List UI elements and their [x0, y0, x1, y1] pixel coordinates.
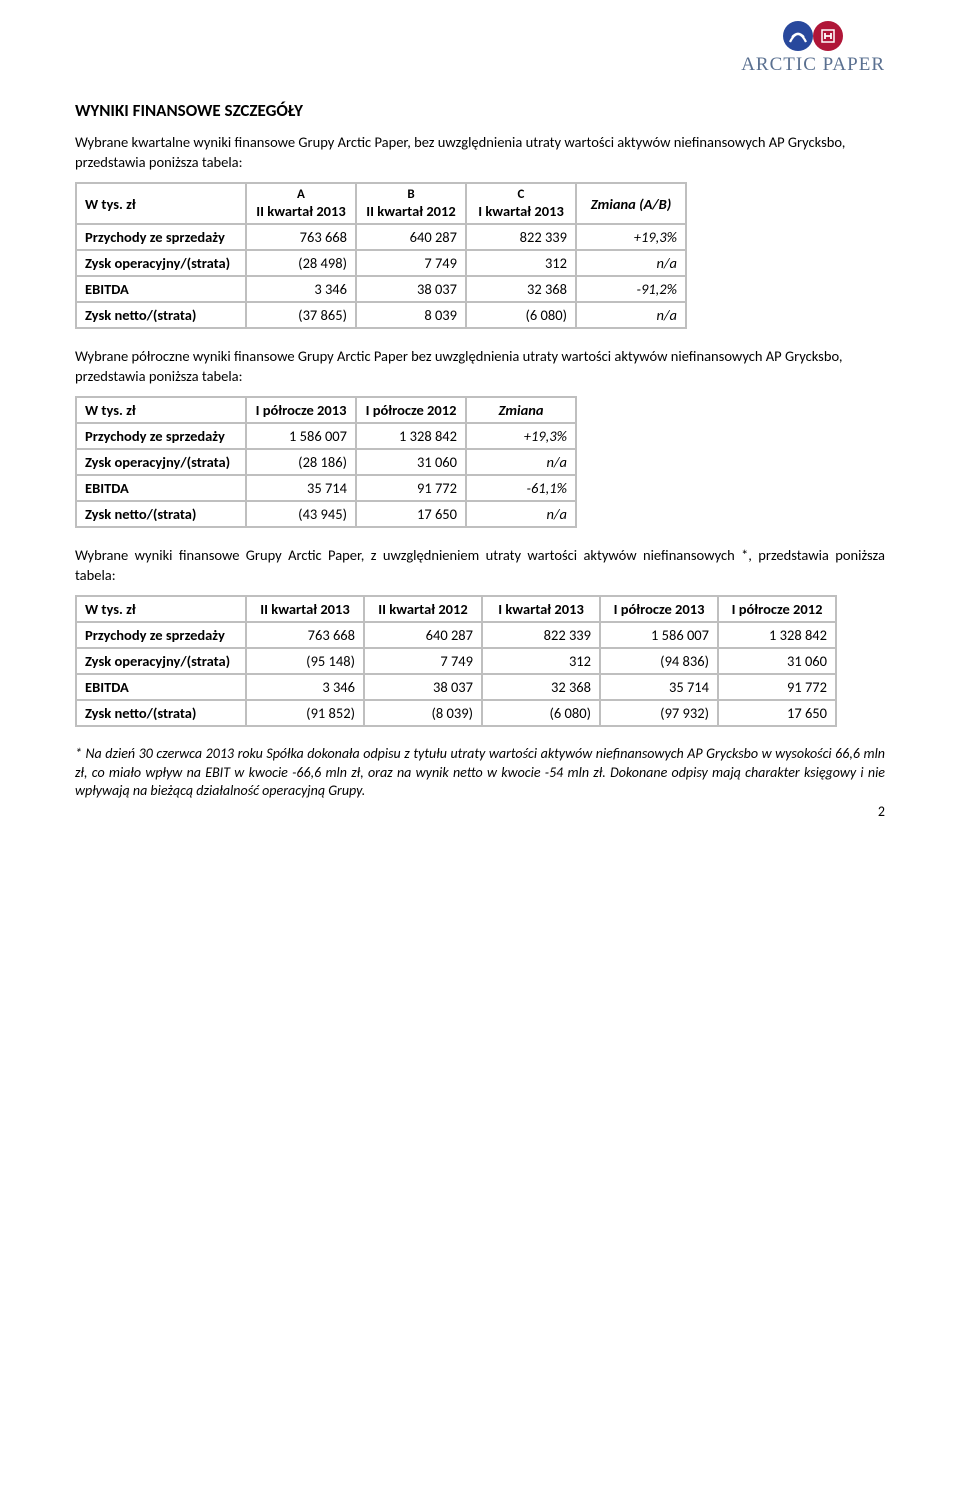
unit-header: W tys. zł	[76, 596, 246, 622]
table-row: EBITDA 3 346 38 037 32 368 -91,2%	[76, 276, 686, 302]
intro-text-3: Wybrane wyniki finansowe Grupy Arctic Pa…	[75, 546, 885, 585]
col-header-a: AII kwartał 2013	[246, 183, 356, 224]
quarterly-results-table: W tys. zł AII kwartał 2013 BII kwartał 2…	[75, 182, 687, 329]
table-row: Zysk netto/(strata) (37 865) 8 039 (6 08…	[76, 302, 686, 328]
col-header-h1-2013: I półrocze 2013	[600, 596, 718, 622]
footnote-text: * Na dzień 30 czerwca 2013 roku Spółka d…	[75, 745, 885, 800]
halfyear-results-table: W tys. zł I półrocze 2013 I półrocze 201…	[75, 396, 577, 528]
col-header-q2-2012: II kwartał 2012	[364, 596, 482, 622]
table-row: Zysk netto/(strata) (43 945) 17 650 n/a	[76, 501, 576, 527]
table-row: Zysk netto/(strata) (91 852) (8 039) (6 …	[76, 700, 836, 726]
table-row: Przychody ze sprzedaży 763 668 640 287 8…	[76, 224, 686, 250]
table-row: Przychody ze sprzedaży 763 668 640 287 8…	[76, 622, 836, 648]
section-title: WYNIKI FINANSOWE SZCZEGÓŁY	[75, 100, 885, 121]
page-number: 2	[878, 803, 885, 820]
col-header-c: CI kwartał 2013	[466, 183, 576, 224]
intro-text-1: Wybrane kwartalne wyniki finansowe Grupy…	[75, 133, 885, 172]
table-row: Przychody ze sprzedaży 1 586 007 1 328 8…	[76, 423, 576, 449]
col-header-b: BII kwartał 2012	[356, 183, 466, 224]
col-header-h1-2012: I półrocze 2012	[718, 596, 836, 622]
col-header-h1-2012: I półrocze 2012	[356, 397, 466, 423]
table-row: Zysk operacyjny/(strata) (28 186) 31 060…	[76, 449, 576, 475]
col-header-change: Zmiana (A/B)	[576, 183, 686, 224]
col-header-q2-2013: II kwartał 2013	[246, 596, 364, 622]
logo-text: ARCTIC PAPER	[741, 54, 885, 76]
col-header-change: Zmiana	[466, 397, 576, 423]
col-header-q1-2013: I kwartał 2013	[482, 596, 600, 622]
unit-header: W tys. zł	[76, 183, 246, 224]
col-header-h1-2013: I półrocze 2013	[246, 397, 356, 423]
table-row: Zysk operacyjny/(strata) (95 148) 7 749 …	[76, 648, 836, 674]
unit-header: W tys. zł	[76, 397, 246, 423]
intro-text-2: Wybrane półroczne wyniki finansowe Grupy…	[75, 347, 885, 386]
table-row: EBITDA 35 714 91 772 -61,1%	[76, 475, 576, 501]
table-row: Zysk operacyjny/(strata) (28 498) 7 749 …	[76, 250, 686, 276]
full-results-table: W tys. zł II kwartał 2013 II kwartał 201…	[75, 595, 837, 727]
company-logo: ARCTIC PAPER	[741, 20, 885, 76]
table-row: EBITDA 3 346 38 037 32 368 35 714 91 772	[76, 674, 836, 700]
